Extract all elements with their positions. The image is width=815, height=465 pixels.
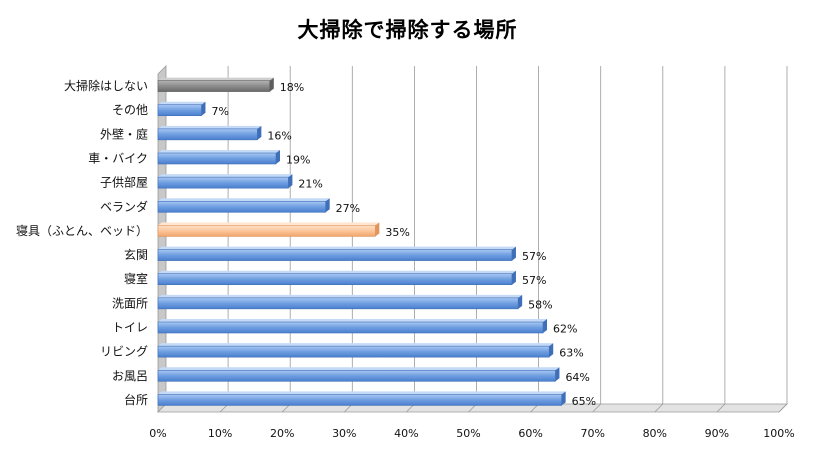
data-label: 21%	[298, 178, 322, 191]
bar	[157, 128, 258, 141]
x-tick-label: 0%	[149, 427, 166, 440]
category-label: 寝室	[124, 271, 148, 286]
x-tick-label: 70%	[580, 427, 604, 440]
gridline-foot	[716, 403, 726, 413]
bar-top-face	[158, 343, 554, 347]
x-tick-label: 60%	[518, 427, 542, 440]
bar-end-face	[561, 391, 566, 406]
bar-top-face	[158, 77, 274, 81]
category-label: お風呂	[112, 369, 148, 383]
category-label: 玄関	[124, 247, 148, 262]
bar	[157, 273, 513, 286]
bar-top-face	[158, 246, 516, 250]
bar	[157, 200, 326, 213]
bar-top-face	[158, 101, 206, 105]
bar	[157, 345, 550, 358]
data-label: 7%	[211, 105, 228, 118]
category-label: 台所	[124, 392, 148, 407]
bar	[157, 394, 562, 406]
gridline-foot	[654, 403, 664, 413]
bar	[157, 249, 513, 261]
bar-end-face	[375, 222, 380, 237]
bar-top-face	[158, 319, 548, 322]
gridline-foot	[778, 403, 788, 413]
gridline-foot	[592, 403, 601, 413]
bar-end-face	[269, 77, 274, 92]
bar-end-face	[288, 174, 293, 189]
bar-end-face	[511, 270, 516, 285]
data-label: 58%	[528, 298, 552, 311]
bar	[157, 104, 202, 117]
bar-end-face	[543, 319, 548, 333]
bar-top-face	[158, 391, 566, 395]
bar	[157, 297, 519, 310]
category-label: 寝具（ふとん、ベッド）	[16, 223, 148, 238]
x-tick-label: 10%	[208, 427, 232, 440]
category-label: その他	[112, 103, 148, 117]
data-label: 57%	[522, 250, 546, 263]
data-label: 18%	[280, 81, 304, 94]
category-label: 子供部屋	[100, 175, 148, 190]
bar	[157, 321, 544, 334]
data-label: 57%	[522, 274, 546, 287]
axis-side-wall	[157, 65, 167, 413]
bar	[157, 80, 271, 92]
bar-end-face	[511, 246, 516, 261]
bar-end-face	[201, 101, 206, 116]
category-label: トイレ	[112, 321, 148, 335]
bar-top-face	[158, 270, 516, 274]
bar-top-face	[158, 367, 560, 371]
category-label: 車・バイク	[88, 152, 148, 166]
bar-top-face	[158, 125, 262, 129]
x-tick-label: 100%	[763, 427, 794, 440]
bar-end-face	[257, 125, 262, 140]
bar-top-face	[158, 294, 523, 298]
x-tick-label: 80%	[643, 427, 667, 440]
bar	[157, 225, 376, 237]
bar-top-face	[158, 150, 280, 153]
data-label: 19%	[286, 154, 310, 167]
bar	[157, 369, 556, 382]
bar	[157, 176, 289, 189]
bar-end-face	[275, 150, 280, 164]
data-label: 65%	[572, 395, 596, 408]
chart-title: 大掃除で掃除する場所	[297, 18, 518, 42]
category-label: 大掃除はしない	[64, 78, 148, 93]
data-label: 64%	[565, 371, 589, 384]
x-tick-label: 40%	[394, 427, 418, 440]
category-label: 外壁・庭	[100, 126, 148, 141]
bar-top-face	[158, 174, 293, 178]
bar-top-face	[158, 198, 330, 202]
bar	[157, 152, 277, 165]
bar-end-face	[555, 367, 560, 382]
bar-end-face	[549, 343, 554, 358]
bar-end-face	[325, 198, 330, 213]
data-label: 63%	[559, 347, 583, 360]
data-label: 35%	[385, 226, 409, 239]
data-label: 16%	[267, 129, 291, 142]
bar-end-face	[518, 294, 523, 309]
data-label: 27%	[336, 202, 360, 215]
category-label: 洗面所	[112, 296, 148, 310]
x-tick-label: 90%	[705, 427, 729, 440]
bar-top-face	[158, 222, 380, 226]
category-label: リビング	[100, 345, 148, 359]
x-tick-label: 30%	[332, 427, 356, 440]
data-label: 62%	[553, 323, 577, 336]
category-label: ベランダ	[100, 199, 148, 214]
x-tick-label: 20%	[270, 427, 294, 440]
x-tick-label: 50%	[456, 427, 480, 440]
